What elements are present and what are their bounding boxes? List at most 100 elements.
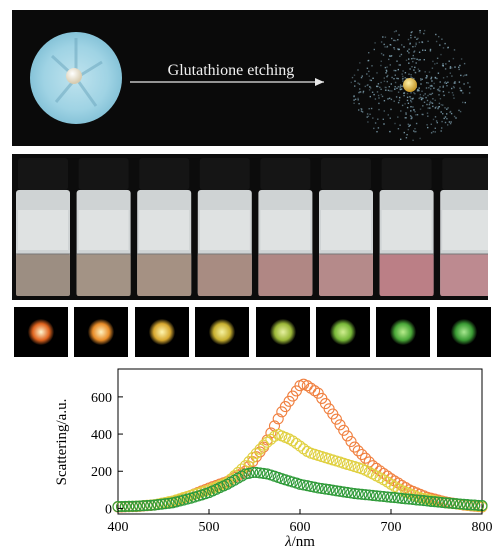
dust-particle: [397, 91, 400, 93]
data-point: [330, 413, 342, 425]
dust-particle: [408, 73, 410, 75]
x-tick-label: 800: [472, 520, 493, 535]
dust-particle: [454, 66, 456, 68]
y-tick-label: 400: [91, 428, 112, 443]
dust-particle: [418, 41, 421, 44]
dust-particle: [446, 85, 448, 87]
dust-particle: [357, 69, 359, 71]
dust-particle: [357, 99, 359, 101]
dust-particle: [414, 111, 416, 113]
dust-particle: [376, 72, 378, 74]
data-point: [338, 424, 350, 436]
vial: [440, 158, 495, 296]
dust-particle: [438, 106, 440, 108]
dust-particle: [408, 52, 410, 54]
vial-liquid: [258, 254, 313, 296]
dust-particle: [408, 48, 410, 50]
vial: [379, 158, 434, 296]
dust-particle: [393, 47, 395, 49]
dust-particle: [439, 81, 441, 83]
dust-particle: [413, 92, 415, 94]
vial: [137, 158, 192, 296]
dust-particle: [383, 110, 385, 112]
dust-particle: [406, 92, 409, 95]
dust-particle: [387, 74, 389, 77]
dust-particle: [397, 68, 399, 71]
dust-particle: [426, 103, 428, 106]
dust-particle: [458, 66, 460, 68]
dust-particle: [368, 52, 370, 54]
dust-particle: [368, 108, 370, 110]
dust-particle: [407, 128, 409, 131]
dust-particle: [437, 89, 440, 92]
dust-particle: [421, 78, 423, 80]
dust-particle: [443, 82, 446, 84]
dust-particle: [448, 121, 451, 123]
dust-particle: [369, 79, 371, 81]
dust-particle: [397, 128, 400, 130]
dust-particle: [462, 101, 464, 104]
dust-particle: [390, 98, 393, 101]
dust-particle: [361, 111, 364, 113]
dust-particle: [432, 105, 434, 108]
dust-particle: [421, 41, 423, 43]
dust-particle: [371, 65, 373, 67]
dust-particle: [384, 86, 386, 89]
dust-particle: [418, 87, 420, 89]
vial-cap: [139, 158, 190, 190]
vial: [16, 158, 70, 296]
dust-particle: [401, 85, 403, 88]
dust-particle: [376, 91, 379, 93]
dark-field-image: [376, 307, 431, 357]
dust-particle: [390, 108, 392, 111]
dust-particle: [366, 67, 369, 69]
dust-particle: [372, 77, 374, 79]
dust-particle: [437, 107, 439, 110]
dust-particle: [429, 48, 432, 51]
dust-particle: [396, 87, 398, 89]
dust-particle: [460, 58, 463, 60]
dust-particle: [416, 38, 418, 40]
dust-particle: [415, 42, 417, 44]
dust-particle: [438, 94, 440, 96]
vial-label-area: [199, 210, 250, 250]
dark-field-image: [255, 307, 310, 357]
dust-particle: [451, 67, 453, 69]
x-axis-label-unit: /nm: [292, 534, 316, 550]
dust-particle: [390, 55, 393, 57]
data-point: [312, 482, 324, 494]
dust-particle: [405, 113, 407, 115]
dust-particle: [426, 82, 428, 84]
dust-particle: [415, 43, 417, 46]
dust-particle: [388, 86, 390, 88]
dark-field-image: [134, 307, 189, 357]
dust-particle: [370, 79, 372, 82]
dust-particle: [384, 36, 387, 38]
chart-marks: [112, 378, 488, 513]
dust-particle: [411, 58, 413, 60]
data-point: [345, 435, 357, 448]
dust-particle: [370, 107, 373, 110]
dust-particle: [399, 84, 402, 86]
dust-particle: [389, 64, 391, 66]
dust-particle: [464, 74, 466, 76]
scattering-spot: [209, 319, 236, 345]
dust-particle: [434, 63, 436, 65]
dust-particle: [417, 88, 419, 91]
data-point: [472, 499, 484, 511]
dust-particle: [462, 92, 464, 94]
dust-particle: [449, 66, 452, 68]
dust-particle: [428, 93, 431, 95]
dust-particle: [444, 121, 447, 124]
dust-particle: [407, 123, 409, 125]
dust-particle: [406, 96, 409, 98]
chart-svg: 400 500 600 700 800 0 200 400 600 Scattering/a.u…: [54, 368, 493, 550]
dust-particle: [414, 57, 416, 60]
data-point: [461, 499, 473, 511]
dust-particle: [353, 95, 355, 98]
dust-particle: [419, 108, 422, 110]
dust-particle: [396, 60, 398, 62]
dust-particle: [400, 88, 403, 90]
y-tick-label: 200: [91, 465, 112, 480]
dust-particle: [366, 73, 368, 75]
